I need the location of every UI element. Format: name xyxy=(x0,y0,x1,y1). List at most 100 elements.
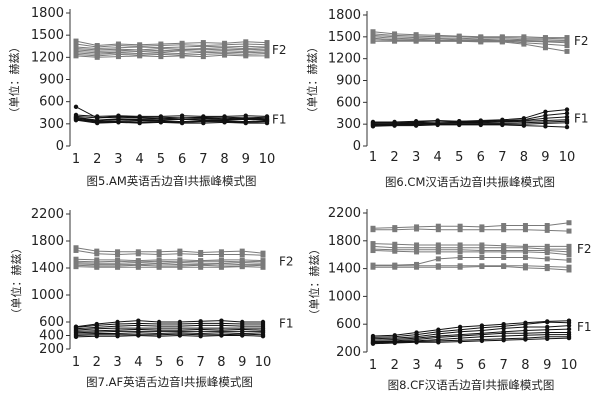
data-point-f1 xyxy=(95,120,100,126)
y-tick-label: 600 xyxy=(39,95,64,110)
data-point-f1 xyxy=(73,104,79,110)
data-point-f2 xyxy=(566,220,572,226)
data-point-f2 xyxy=(501,223,507,229)
data-point-f2 xyxy=(435,264,441,270)
data-point-f2 xyxy=(179,53,185,59)
series-line-f1 xyxy=(372,320,570,337)
x-tick-label: 9 xyxy=(242,152,250,167)
series-line-f2 xyxy=(75,45,268,50)
series-line-f2 xyxy=(372,33,568,40)
series-line-f2 xyxy=(372,34,568,41)
data-point-f2 xyxy=(177,264,183,270)
data-point-f2 xyxy=(501,227,507,233)
data-point-f2 xyxy=(566,252,572,258)
data-point-f2 xyxy=(94,54,100,60)
series-line-f1 xyxy=(372,337,570,345)
chart-panel-3: 200 600 1000 1400 1800 2200 400 1 2 3 4 5 6 7 8 9 10 （单位：… xyxy=(9,207,294,389)
data-point-f2 xyxy=(501,264,507,270)
y-tick-label: 300 xyxy=(39,117,64,132)
series-line-f2 xyxy=(372,248,570,253)
y-tick-label: 1400 xyxy=(328,262,361,277)
x-tick-label: 10 xyxy=(561,358,578,373)
x-tick-label: 5 xyxy=(455,150,463,165)
figure-caption: 图7.AF英语舌边音l共振峰模式图 xyxy=(86,375,253,389)
data-point-f2 xyxy=(413,38,419,44)
x-tick-label: 4 xyxy=(134,355,142,370)
data-point-f1 xyxy=(564,107,570,112)
data-point-f1 xyxy=(543,109,548,114)
data-point-f1 xyxy=(414,340,419,345)
data-point-f2 xyxy=(457,264,463,270)
y-axis-label: （单位：赫兹） xyxy=(9,243,23,320)
y-tick-label: 1500 xyxy=(31,28,64,43)
y-tick-label: 2200 xyxy=(328,206,361,221)
x-tick-label: 10 xyxy=(259,152,276,167)
x-tick-label: 1 xyxy=(369,150,377,165)
y-tick-label: 1000 xyxy=(31,288,64,303)
data-point-f2 xyxy=(115,249,121,255)
y-tick-label: 1500 xyxy=(328,30,361,45)
data-point-f2 xyxy=(435,223,441,229)
chart-panel-2: 0 300 600 900 1200 1500 1800 1 2 3 4 5 6 7 8 9 10 （单位：赫兹）… xyxy=(305,8,589,189)
data-point-f2 xyxy=(73,247,79,253)
x-tick-label: 10 xyxy=(255,355,272,370)
data-point-f2 xyxy=(179,48,185,54)
data-point-f1 xyxy=(478,122,483,128)
data-point-f1 xyxy=(156,333,162,339)
data-point-f2 xyxy=(566,246,572,252)
series-line-f2 xyxy=(75,263,263,266)
data-point-f2 xyxy=(370,38,376,44)
series-line-f2 xyxy=(372,31,567,39)
x-tick-label: 2 xyxy=(93,355,101,370)
data-point-f2 xyxy=(158,54,164,60)
y-tick-label: 1000 xyxy=(328,289,361,304)
y-axis-label: （单位：赫兹） xyxy=(307,244,321,321)
x-tick-label: 8 xyxy=(521,358,529,373)
data-point-f1 xyxy=(564,120,570,125)
x-tick-label: 8 xyxy=(520,150,528,165)
data-point-f2 xyxy=(94,264,100,270)
data-point-f1 xyxy=(136,333,141,338)
data-point-f1 xyxy=(566,335,572,341)
x-tick-label: 6 xyxy=(178,152,186,167)
data-point-f1 xyxy=(179,120,185,126)
series-line-f2 xyxy=(373,266,570,271)
data-point-f2 xyxy=(135,251,141,257)
x-tick-label: 6 xyxy=(478,358,486,373)
data-point-f1 xyxy=(545,319,550,325)
x-tick-label: 3 xyxy=(412,358,420,373)
series-line-f2 xyxy=(372,245,569,250)
series-line-f2 xyxy=(372,36,567,42)
x-tick-label: 4 xyxy=(434,150,442,165)
x-tick-label: 3 xyxy=(412,150,420,165)
data-point-f2 xyxy=(457,249,463,255)
figure-caption: 图5.AM英语舌边音l共振峰模式图 xyxy=(87,174,257,188)
series-line-f2 xyxy=(372,37,568,44)
data-point-f1 xyxy=(240,333,245,338)
data-point-f2 xyxy=(370,248,376,254)
y-tick-label: 200 xyxy=(336,345,361,360)
series-line-f2 xyxy=(75,54,267,58)
data-point-f2 xyxy=(218,264,224,270)
y-tick-label: 400 xyxy=(39,329,64,344)
data-point-f1 xyxy=(543,124,548,129)
data-point-f2 xyxy=(566,243,572,249)
series-line-f2 xyxy=(75,50,268,54)
data-point-f1 xyxy=(521,123,527,128)
data-point-f2 xyxy=(392,248,398,254)
y-tick-label: 1200 xyxy=(328,52,361,67)
data-point-f2 xyxy=(392,227,398,233)
x-tick-label: 9 xyxy=(543,358,551,373)
data-point-f2 xyxy=(544,223,550,229)
series-line-f2 xyxy=(75,40,268,47)
data-point-f1 xyxy=(392,123,397,128)
y-tick-label: 1800 xyxy=(31,234,64,249)
x-tick-label: 5 xyxy=(157,152,165,167)
series-line-f1 xyxy=(373,112,568,124)
data-point-f2 xyxy=(542,41,548,47)
y-axis-label: （单位：赫兹） xyxy=(305,42,319,119)
data-point-f2 xyxy=(370,227,376,233)
data-point-f1 xyxy=(370,341,376,346)
series-line-f2 xyxy=(75,51,268,55)
series-line-f2 xyxy=(373,40,568,52)
